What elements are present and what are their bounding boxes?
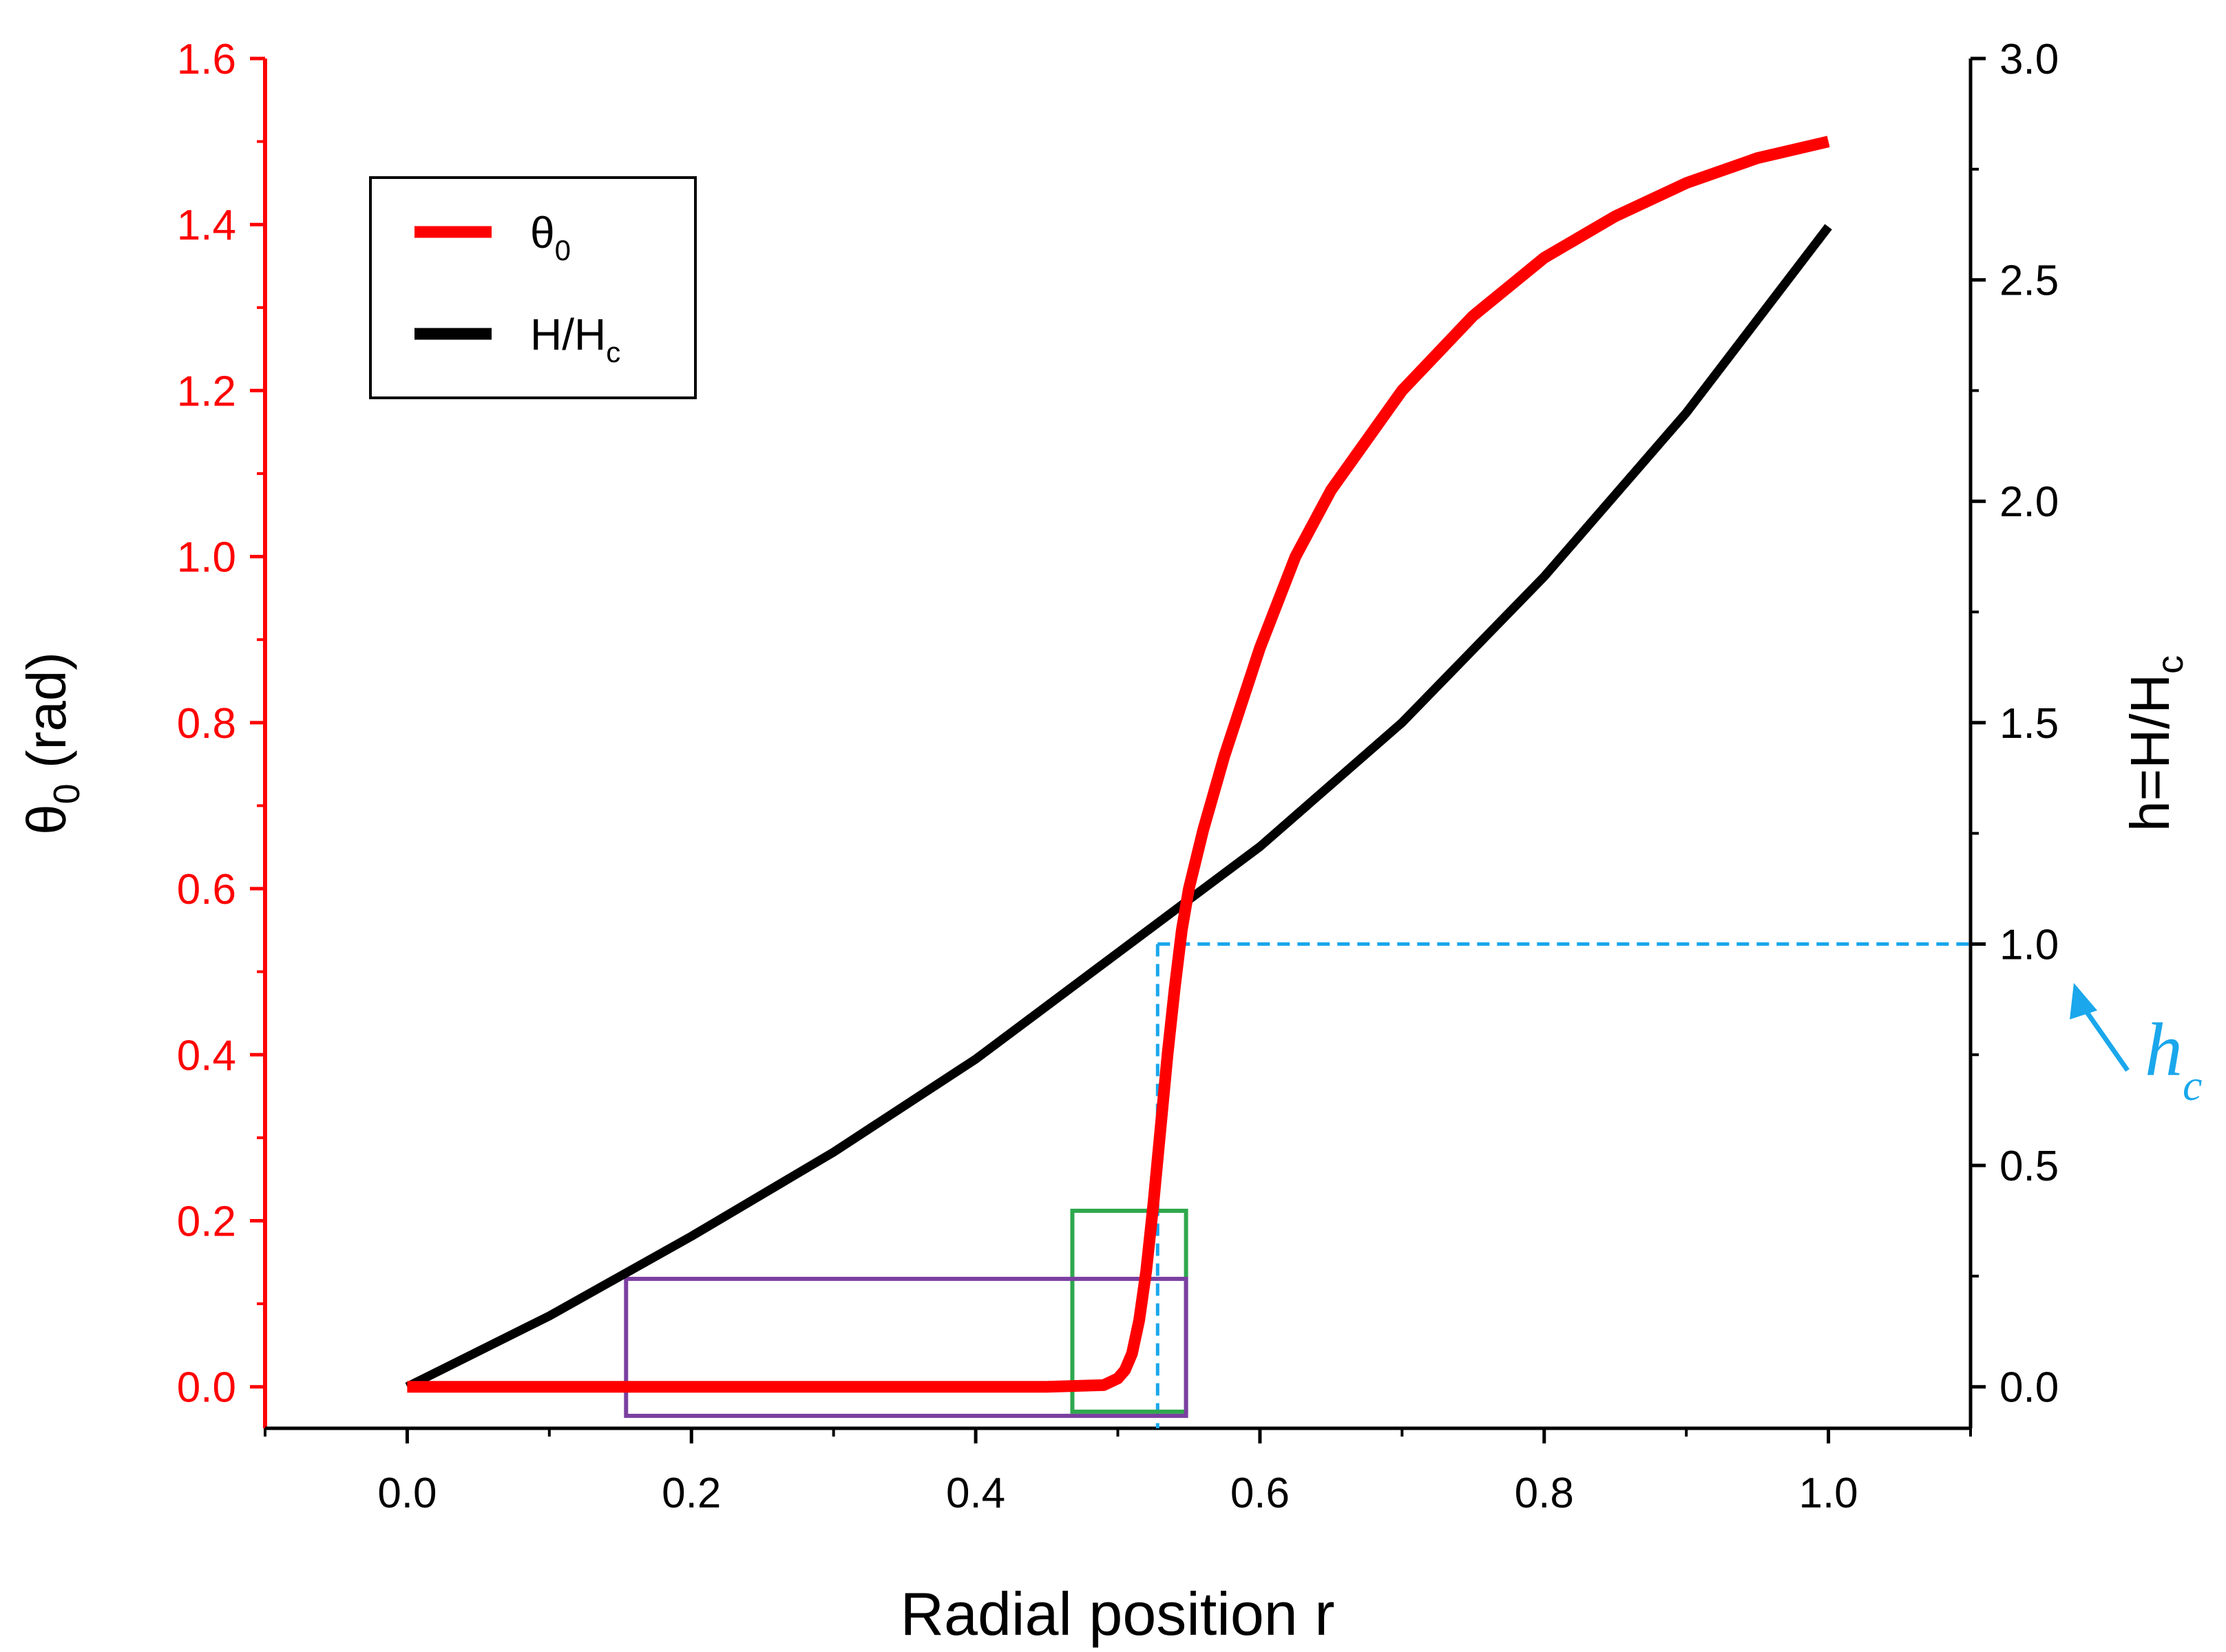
- left-tick-label: 1.0: [177, 534, 236, 582]
- legend-box: [369, 176, 697, 399]
- x-tick-label: 0.2: [662, 1470, 721, 1517]
- right-tick-label: 3.0: [1999, 36, 2059, 83]
- legend-label-h-over-hc: H/Hc: [530, 310, 620, 368]
- hc-annotation: hc: [2070, 983, 2202, 1110]
- right-tick-label: 1.5: [1999, 700, 2059, 748]
- legend: θ0 H/Hc: [369, 176, 697, 399]
- series-line-theta0: [407, 136, 1830, 1393]
- x-tick-label: 0.8: [1515, 1470, 1574, 1517]
- x-axis-ticks: 0.0 0.2 0.4 0.6 0.8 1.0: [264, 1428, 1972, 1517]
- left-tick-label: 1.4: [177, 202, 236, 249]
- x-tick-label: 0.6: [1230, 1470, 1290, 1517]
- x-tick-label: 0.0: [377, 1470, 437, 1517]
- left-tick-label: 0.4: [177, 1032, 236, 1079]
- right-axis-ticks: 0.0 0.5 1.0 1.5 2.0 2.5 3.0: [1971, 36, 2059, 1412]
- right-tick-label: 0.0: [1999, 1364, 2059, 1412]
- legend-label-theta0: θ0: [530, 208, 571, 266]
- left-tick-label: 0.0: [177, 1364, 236, 1412]
- left-tick-label: 0.8: [177, 700, 236, 748]
- hc-arrow-head: [2070, 983, 2097, 1019]
- x-tick-label: 1.0: [1798, 1470, 1858, 1517]
- left-axis-ticks: 0.0 0.2 0.4 0.6 0.8 1.0 1.2 1.4 1.6: [177, 36, 265, 1412]
- series-line-h-over-hc: [405, 224, 1832, 1391]
- right-tick-label: 2.5: [1999, 257, 2059, 305]
- left-tick-label: 1.2: [177, 368, 236, 415]
- right-axis-title: h=H/Hc: [2119, 655, 2191, 832]
- right-tick-label: 1.0: [1999, 921, 2059, 968]
- left-axis-title: θ0 (rad): [16, 652, 87, 835]
- right-tick-label: 2.0: [1999, 478, 2059, 526]
- left-tick-label: 1.6: [177, 36, 236, 83]
- left-tick-label: 0.6: [177, 866, 236, 913]
- left-tick-label: 0.2: [177, 1198, 236, 1245]
- right-tick-label: 0.5: [1999, 1143, 2059, 1190]
- x-tick-label: 0.4: [946, 1470, 1005, 1517]
- purple-box: [624, 1276, 1188, 1418]
- x-axis-title: Radial position r: [901, 1580, 1335, 1648]
- hc-label: hc: [2145, 1008, 2202, 1110]
